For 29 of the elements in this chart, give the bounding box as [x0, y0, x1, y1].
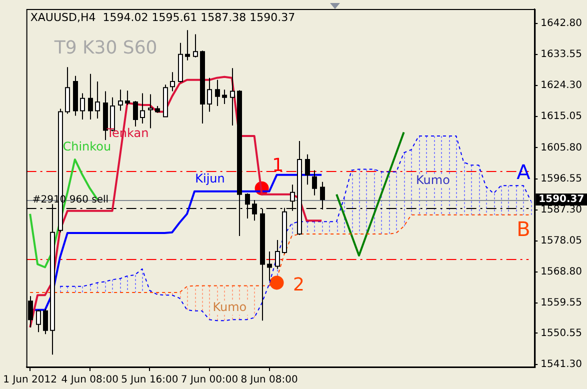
- series-label: Kijun: [195, 171, 225, 186]
- chart-title: XAUUSD,H4 1594.02 1595.61 1587.38 1590.37: [30, 10, 296, 24]
- series-label: B: [516, 217, 530, 242]
- y-tick-label: 1578.05: [540, 235, 582, 246]
- y-tick-label: 1633.55: [540, 49, 582, 60]
- x-tick-label: 1 Jun 2012: [3, 374, 57, 386]
- y-tick-label: 1624.30: [540, 80, 582, 92]
- x-tick-label: 4 Jun 08:00: [61, 374, 118, 386]
- ref-line-label: 1590.37: [538, 194, 584, 206]
- line-series: [30, 214, 532, 293]
- y-tick-label: 1605.80: [540, 142, 582, 154]
- y-tick-label: 1596.55: [540, 173, 582, 184]
- series-label: 2: [293, 274, 304, 296]
- x-tick-label: 8 Jun 08:00: [240, 374, 298, 386]
- y-tick-label: 1615.05: [540, 111, 582, 122]
- y-tick-label: 1568.80: [540, 266, 582, 278]
- annotation: Kumo: [212, 300, 247, 314]
- y-tick-label: 1541.30: [540, 358, 582, 370]
- x-tick-label: 5 Jun 16:00: [121, 374, 178, 386]
- annotation: Kumo: [416, 172, 450, 187]
- y-tick-label: 1642.80: [540, 18, 582, 30]
- series-label: 1: [272, 155, 284, 176]
- text: T9 K30 S60: [53, 38, 158, 59]
- series-label: A: [516, 160, 531, 184]
- y-tick-label: 1559.55: [540, 298, 582, 309]
- y-tick-label: 1550.55: [540, 328, 582, 339]
- y-tick-label: 1587.30: [540, 204, 582, 216]
- x-tick-label: 7 Jun 00:00: [180, 374, 238, 386]
- series-label: Chinkou: [62, 140, 112, 154]
